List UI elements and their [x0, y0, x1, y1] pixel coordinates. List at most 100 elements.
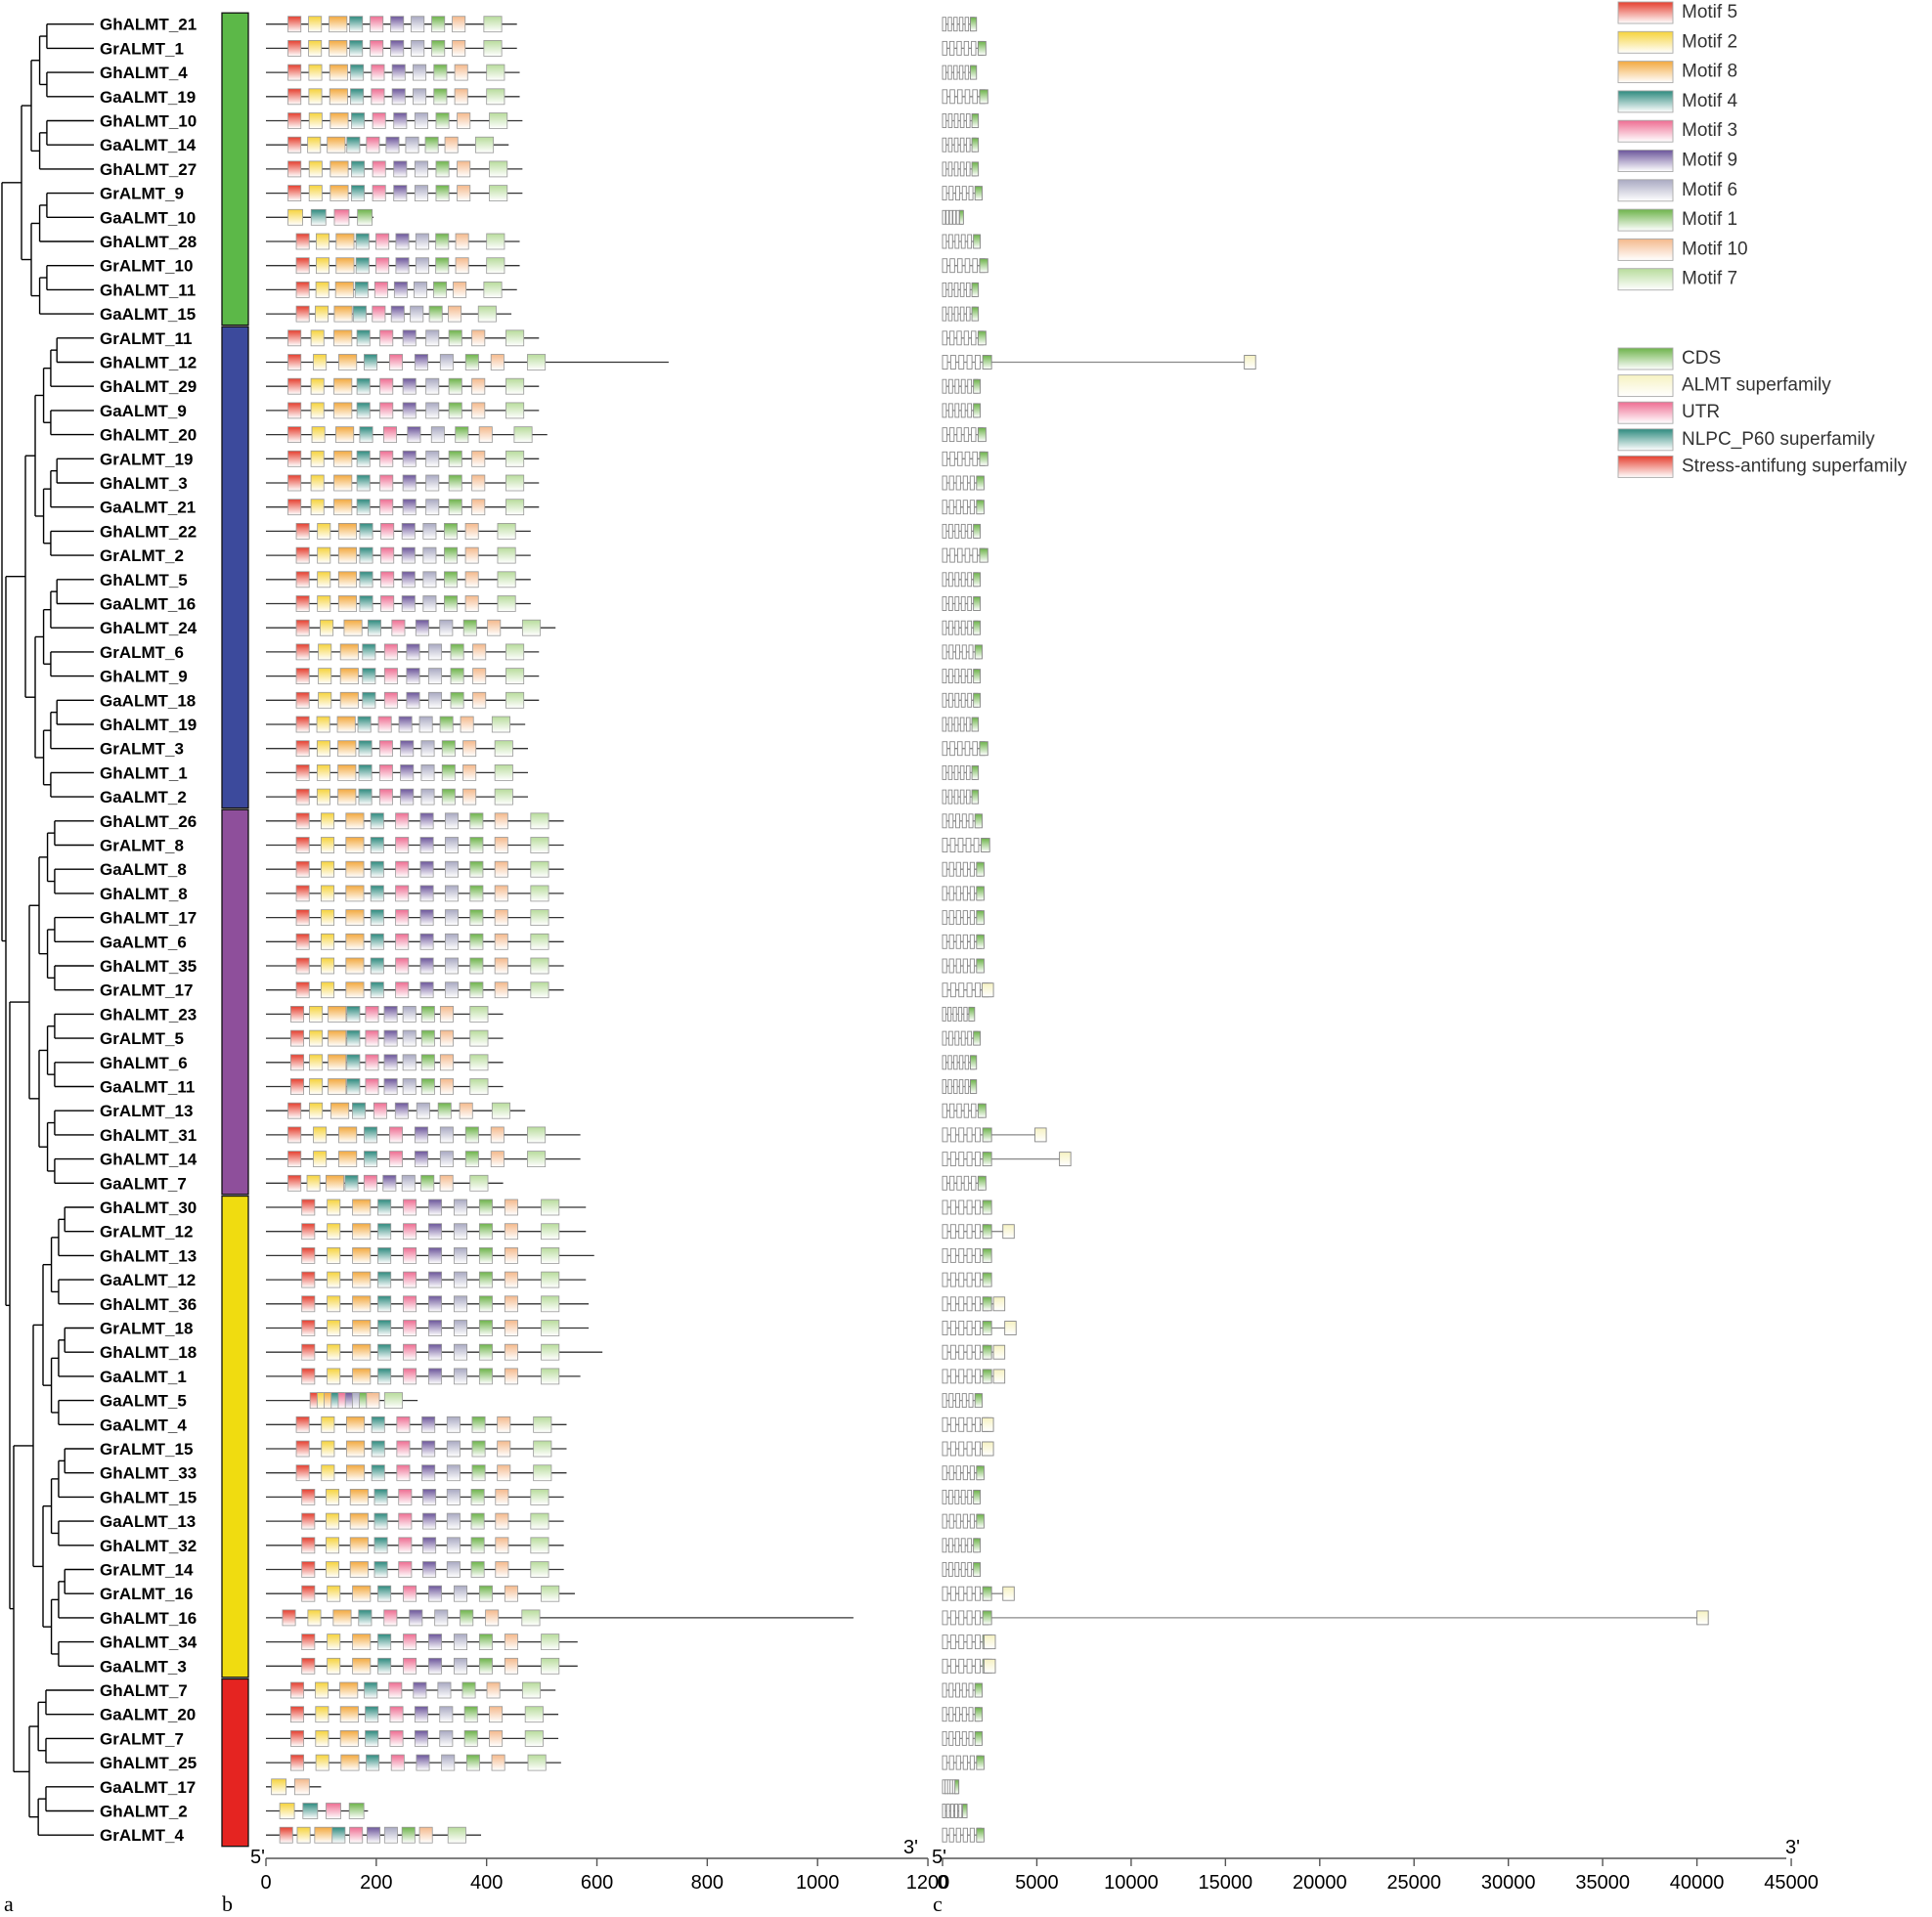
- motif-box: [395, 837, 410, 853]
- motif-box: [371, 88, 385, 106]
- cds-box: [973, 378, 982, 394]
- gene-axis-start-label: 5': [932, 1847, 946, 1868]
- motif-box: [372, 185, 386, 202]
- gene-label: GhALMT_12: [100, 354, 197, 372]
- motif-box: [383, 1029, 398, 1047]
- exon-box: [965, 161, 971, 177]
- motif-box: [428, 1634, 443, 1650]
- gene-label: GaALMT_20: [100, 1706, 196, 1724]
- legend-label: Motif 3: [1682, 120, 1737, 141]
- motif-row: [266, 185, 523, 202]
- motif-box: [321, 933, 335, 950]
- exon-box: [983, 1634, 996, 1650]
- gene-label: GhALMT_7: [100, 1681, 188, 1700]
- motif-box: [377, 716, 392, 733]
- motif-row: [266, 1826, 482, 1844]
- cds-box: [982, 1586, 992, 1601]
- exon-box: [964, 741, 971, 757]
- motif-box: [378, 764, 393, 781]
- motif-box: [491, 716, 511, 733]
- motif-box: [541, 1634, 560, 1650]
- motif-box: [328, 1078, 347, 1095]
- exon-box: [942, 161, 947, 177]
- exon-box: [953, 789, 959, 805]
- motif-box: [327, 1585, 341, 1602]
- gene-structure-row: [942, 1272, 992, 1287]
- exon-box: [942, 1006, 946, 1022]
- exon-box: [967, 620, 973, 635]
- motif-box: [356, 499, 371, 516]
- motif-box: [448, 474, 462, 492]
- exon-box: [942, 258, 948, 274]
- motif-box: [422, 1512, 437, 1530]
- group-bar: [221, 1677, 249, 1848]
- gene-structure-row: [942, 1152, 1072, 1167]
- exon-box: [960, 1538, 966, 1553]
- exon-box: [1002, 1224, 1015, 1240]
- motif-box: [395, 957, 410, 975]
- gene-axis-tick-label: 20000: [1293, 1872, 1347, 1894]
- motif-box: [413, 1681, 427, 1699]
- motif-box: [329, 16, 348, 33]
- motif-box: [527, 1126, 547, 1144]
- exon-box: [964, 258, 971, 274]
- exon-box: [942, 982, 948, 998]
- gene-structure-row: [942, 1489, 982, 1504]
- motif-box: [395, 981, 410, 999]
- motif-row: [266, 740, 528, 758]
- motif-row: [266, 16, 517, 33]
- motif-box: [428, 1320, 443, 1336]
- exon-box: [954, 1562, 960, 1577]
- exon-box: [974, 1610, 981, 1626]
- exon-box: [974, 355, 981, 370]
- motif-box: [425, 450, 440, 467]
- motif-box: [287, 208, 303, 226]
- motif-box: [453, 1634, 467, 1650]
- motif-box: [452, 16, 466, 33]
- motif-box: [455, 257, 469, 275]
- motif-box: [420, 740, 435, 758]
- motif-box: [327, 1634, 341, 1650]
- exon-box: [948, 1175, 955, 1191]
- motif-box: [428, 1343, 443, 1361]
- legend-swatch: [1617, 150, 1674, 172]
- motif-box: [377, 1368, 392, 1385]
- motif-box: [337, 523, 357, 540]
- exon-box: [942, 500, 947, 515]
- motif-box: [505, 329, 525, 347]
- motif-box: [301, 1223, 316, 1241]
- motif-box: [340, 1754, 360, 1771]
- exon-box: [967, 523, 973, 539]
- motif-box: [504, 1198, 518, 1216]
- motif-box: [371, 64, 385, 81]
- legend-label: Motif 7: [1682, 269, 1737, 289]
- motif-box: [460, 1609, 474, 1627]
- motif-box: [505, 643, 525, 661]
- motif-box: [307, 1609, 322, 1627]
- exon-box: [960, 596, 966, 611]
- exon-box: [966, 1321, 973, 1335]
- exon-box: [954, 692, 960, 708]
- exon-box: [971, 330, 977, 346]
- motif-box: [345, 957, 365, 975]
- exon-box: [958, 1369, 965, 1384]
- motif-row: [266, 716, 526, 733]
- motif-box: [346, 1029, 361, 1047]
- motif-box: [430, 426, 445, 444]
- exon-box: [958, 1441, 965, 1457]
- gene-structure-row: [942, 644, 983, 660]
- motif-legend: Motif 5 Motif 2 Motif 8 Motif 4 Motif 3 Motif…: [1617, 1, 1748, 291]
- exon-box: [960, 403, 966, 418]
- motif-box: [338, 354, 358, 370]
- motif-box: [370, 933, 384, 950]
- legend-label: Motif 8: [1682, 62, 1737, 82]
- exon-box: [949, 1344, 956, 1360]
- gene-label: GhALMT_3: [100, 474, 188, 493]
- gene-axis-tick-label: 0: [937, 1872, 947, 1894]
- motif-box: [383, 691, 398, 709]
- motif-box: [419, 957, 434, 975]
- motif-box: [469, 885, 484, 902]
- gene-label: GhALMT_2: [100, 1803, 188, 1821]
- motif-box: [419, 812, 434, 830]
- motif-box: [419, 837, 434, 853]
